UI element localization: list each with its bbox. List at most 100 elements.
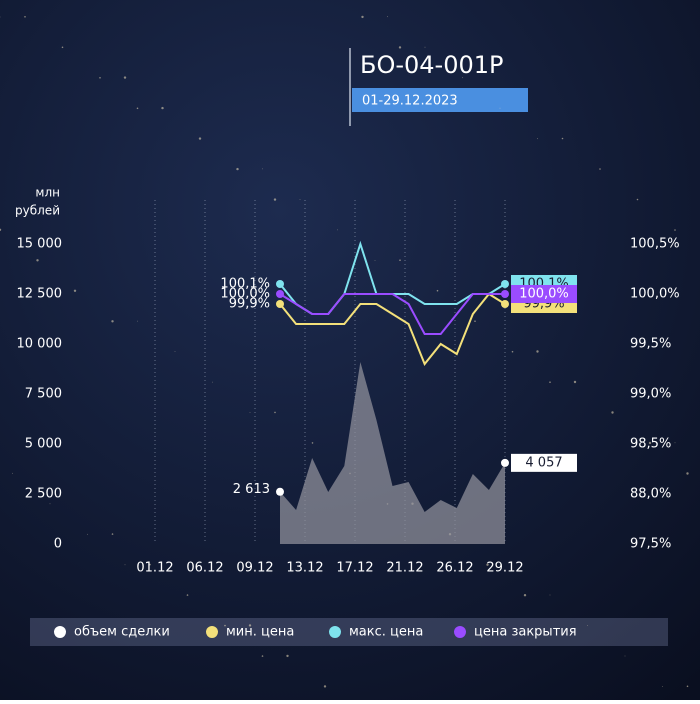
x-tick-label: 17.12 [336, 561, 373, 576]
star [524, 594, 526, 596]
point-marker [501, 300, 509, 308]
star [112, 533, 114, 535]
star [87, 534, 88, 535]
y2-tick-label: 97,5% [630, 537, 671, 552]
star [262, 655, 264, 657]
legend-marker [454, 626, 466, 638]
star [137, 108, 139, 110]
star [62, 47, 64, 49]
star [24, 16, 26, 18]
star [50, 503, 51, 504]
star [399, 259, 401, 261]
x-tick-label: 01.12 [136, 561, 173, 576]
star [161, 107, 163, 109]
x-tick-label: 06.12 [186, 561, 223, 576]
legend-label: макс. цена [349, 625, 423, 640]
legend-label: объем сделки [74, 625, 170, 640]
star [462, 77, 463, 78]
star [625, 656, 626, 657]
star [512, 351, 514, 353]
star [125, 564, 126, 565]
star [12, 473, 13, 474]
legend-label: мин. цена [226, 625, 294, 640]
star [549, 381, 551, 383]
y-tick-label: 2 500 [25, 487, 62, 502]
y2-tick-label: 98,5% [630, 437, 671, 452]
legend-marker [329, 626, 341, 638]
star [425, 47, 426, 48]
star [637, 199, 639, 201]
star [550, 595, 551, 596]
star [474, 320, 476, 322]
star [187, 594, 189, 596]
star [236, 168, 238, 170]
x-tick-label: 13.12 [286, 561, 323, 576]
star [574, 381, 576, 383]
y2-tick-label: 100,5% [630, 237, 680, 252]
star [375, 260, 376, 261]
point-marker [501, 459, 509, 467]
value-label: 4 057 [525, 455, 562, 470]
point-marker [501, 280, 509, 288]
star [674, 229, 676, 231]
star [250, 412, 251, 413]
point-marker [276, 290, 284, 298]
value-label: 100,0% [519, 287, 569, 302]
x-tick-label: 21.12 [386, 561, 423, 576]
legend-label: цена закрытия [474, 625, 577, 640]
y-tick-label: 5 000 [25, 437, 62, 452]
star [74, 290, 76, 292]
star [212, 382, 213, 383]
star [199, 137, 201, 139]
chart-title: БО-04-001Р [360, 51, 504, 79]
y-tick-label: 12 500 [17, 287, 63, 302]
star [536, 350, 538, 352]
star [662, 686, 663, 687]
star [337, 230, 338, 231]
value-label: 2 613 [233, 482, 270, 497]
star [99, 77, 101, 79]
star [500, 108, 501, 109]
value-label: 100,0% [220, 287, 270, 302]
star [412, 291, 413, 292]
star [587, 625, 588, 626]
star [300, 199, 301, 200]
star [274, 198, 276, 200]
star [36, 259, 38, 261]
star [687, 686, 689, 688]
x-tick-label: 26.12 [436, 561, 473, 576]
star [111, 320, 113, 322]
legend-marker [206, 626, 218, 638]
point-marker [276, 300, 284, 308]
star [399, 46, 401, 48]
point-marker [501, 290, 509, 298]
y-axis-label: рублей [15, 204, 60, 218]
y-axis-label: млн [35, 186, 60, 200]
star [562, 138, 564, 140]
star [387, 16, 388, 17]
y2-tick-label: 100,0% [630, 287, 680, 302]
star [537, 138, 538, 139]
y-tick-label: 0 [54, 537, 62, 552]
y-tick-label: 15 000 [17, 237, 63, 252]
y2-tick-label: 99,5% [630, 337, 671, 352]
y2-tick-label: 88,0% [630, 487, 671, 502]
star [675, 442, 676, 443]
star [262, 169, 263, 170]
star [274, 412, 276, 414]
x-tick-label: 29.12 [486, 561, 523, 576]
point-marker [276, 488, 284, 496]
x-tick-label: 09.12 [236, 561, 273, 576]
star [324, 685, 326, 687]
y-tick-label: 10 000 [17, 337, 63, 352]
chart-subtitle: 01-29.12.2023 [362, 94, 458, 109]
y-tick-label: 7 500 [25, 387, 62, 402]
star [361, 16, 363, 18]
star [124, 76, 126, 78]
star [137, 321, 138, 322]
point-marker [276, 280, 284, 288]
star [611, 411, 613, 413]
y2-tick-label: 99,0% [630, 387, 671, 402]
star [175, 351, 176, 352]
